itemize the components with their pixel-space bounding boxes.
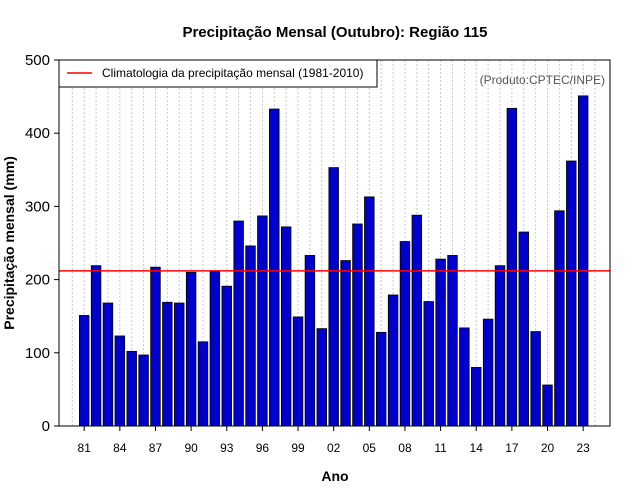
x-tick-label: 84 xyxy=(113,441,127,455)
bar xyxy=(197,341,209,427)
bar xyxy=(221,285,232,427)
y-tick-label: 200 xyxy=(25,272,50,289)
y-axis-label: Precipitação mensal (mm) xyxy=(1,156,17,330)
y-tick-label: 300 xyxy=(25,198,50,215)
y-tick-label: 0 xyxy=(42,418,50,435)
bar xyxy=(482,318,494,427)
bar xyxy=(316,328,328,427)
bar xyxy=(292,316,304,427)
x-tick-label: 05 xyxy=(363,441,377,455)
bar xyxy=(411,214,423,427)
bar xyxy=(459,327,470,427)
bar xyxy=(399,241,411,427)
bar xyxy=(352,223,363,427)
x-tick-label: 02 xyxy=(327,441,341,455)
bar xyxy=(257,215,268,427)
x-tick-label: 87 xyxy=(149,441,163,455)
legend-climatology-label: Climatologia da precipitação mensal (198… xyxy=(102,66,363,80)
bar xyxy=(126,350,137,427)
x-axis-label: Ano xyxy=(321,468,348,484)
x-tick-label: 14 xyxy=(470,441,484,455)
y-tick-label: 500 xyxy=(25,52,50,69)
bar xyxy=(150,266,161,427)
bar xyxy=(280,226,292,427)
legend: Climatologia da precipitação mensal (198… xyxy=(58,59,378,88)
chart-title: Precipitação Mensal (Outubro): Região 11… xyxy=(182,24,487,41)
bar xyxy=(174,302,185,427)
bar xyxy=(328,167,339,427)
bar xyxy=(506,107,518,427)
bar xyxy=(209,271,221,427)
y-axis: 0 100 200 300 400 500 xyxy=(25,52,60,435)
bar xyxy=(79,315,90,427)
legend-box xyxy=(58,59,378,88)
x-tick-label: 08 xyxy=(398,441,412,455)
bar xyxy=(494,265,506,427)
bar xyxy=(185,271,197,427)
bar xyxy=(387,294,399,427)
bars xyxy=(79,95,589,427)
bar xyxy=(162,301,173,427)
bar xyxy=(102,302,114,427)
x-tick-label: 17 xyxy=(505,441,519,455)
bar xyxy=(518,231,529,427)
bar xyxy=(542,384,553,427)
bar xyxy=(340,260,351,427)
bar xyxy=(375,331,387,427)
bar xyxy=(114,335,126,427)
bar xyxy=(233,220,244,427)
bar xyxy=(423,301,434,427)
bar xyxy=(554,210,565,427)
x-tick-label: 11 xyxy=(434,441,447,455)
bar xyxy=(447,255,458,427)
x-axis: 81 84 87 90 93 96 99 02 05 08 11 14 17 20 23 xyxy=(78,426,590,455)
y-tick-label: 400 xyxy=(25,125,50,142)
bar xyxy=(435,258,446,427)
bar xyxy=(364,196,375,427)
x-tick-label: 96 xyxy=(256,441,270,455)
x-tick-label: 93 xyxy=(220,441,234,455)
x-tick-label: 99 xyxy=(291,441,305,455)
bar xyxy=(304,255,316,427)
x-tick-label: 20 xyxy=(541,441,555,455)
bar xyxy=(269,108,280,427)
y-tick-label: 100 xyxy=(25,345,50,362)
bar xyxy=(566,160,577,427)
bar xyxy=(471,367,482,427)
x-tick-label: 90 xyxy=(184,441,198,455)
x-tick-label: 23 xyxy=(576,441,590,455)
bar xyxy=(577,95,589,427)
bar xyxy=(245,245,256,427)
bar xyxy=(530,331,541,427)
bar xyxy=(138,354,149,427)
x-tick-label: 81 xyxy=(78,441,92,455)
bar xyxy=(90,265,102,427)
credit-text: (Produto:CPTEC/INPE) xyxy=(480,73,605,87)
